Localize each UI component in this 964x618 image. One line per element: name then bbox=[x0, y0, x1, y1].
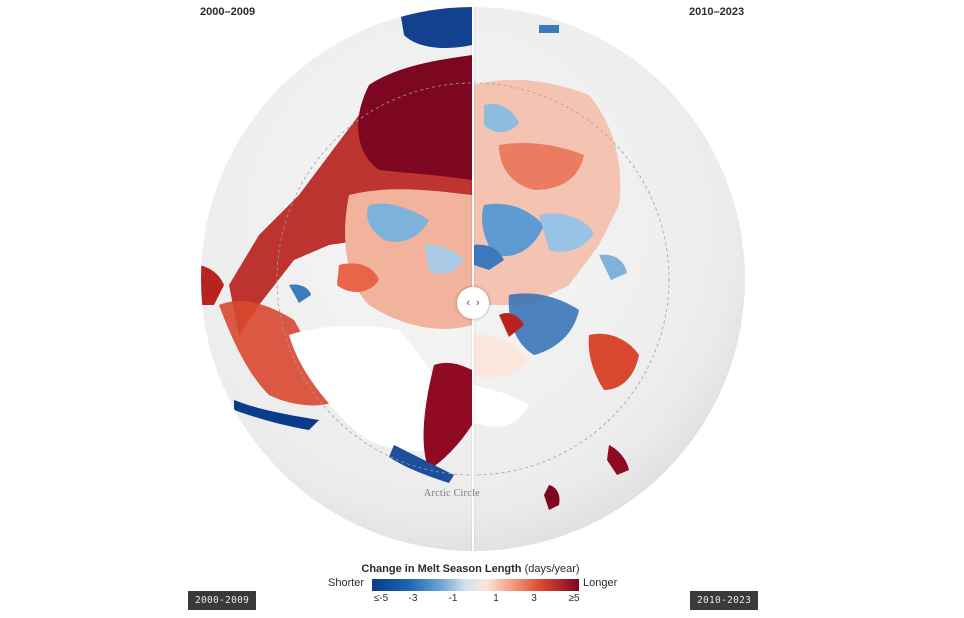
arctic-globe-map[interactable] bbox=[199, 5, 747, 553]
legend-title-unit: (days/year) bbox=[524, 563, 580, 575]
legend-shorter-label: Shorter bbox=[328, 577, 365, 589]
left-period-label: 2000–2009 bbox=[200, 6, 256, 18]
legend-color-bar bbox=[372, 579, 579, 591]
legend-title-main: Change in Melt Season Length bbox=[361, 563, 522, 575]
legend-tick: 3 bbox=[531, 593, 537, 604]
arctic-map-graphic bbox=[201, 7, 745, 551]
legend-tick: ≤-5 bbox=[373, 593, 389, 604]
show-2000-2009-button[interactable]: 2000-2009 bbox=[188, 591, 257, 610]
comparison-slider-handle[interactable]: ‹ › bbox=[457, 287, 489, 319]
color-legend: Change in Melt Season Length (days/year)… bbox=[328, 563, 648, 613]
arctic-circle-label: Arctic Circle bbox=[424, 488, 480, 499]
legend-tick: 1 bbox=[493, 593, 499, 604]
chevron-left-icon: ‹ bbox=[466, 296, 470, 309]
right-period-label: 2010–2023 bbox=[689, 6, 745, 18]
legend-tick: -1 bbox=[448, 593, 458, 604]
show-2010-2023-button[interactable]: 2010-2023 bbox=[690, 591, 759, 610]
left-period-melt-layer bbox=[201, 7, 472, 483]
legend-title: Change in Melt Season Length (days/year) bbox=[328, 563, 613, 575]
right-period-melt-layer bbox=[474, 25, 639, 510]
comparison-divider-line[interactable] bbox=[472, 5, 474, 553]
legend-tick: -3 bbox=[408, 593, 418, 604]
chevron-right-icon: › bbox=[476, 296, 480, 309]
legend-tick: ≥5 bbox=[568, 593, 580, 604]
legend-longer-label: Longer bbox=[583, 577, 618, 589]
